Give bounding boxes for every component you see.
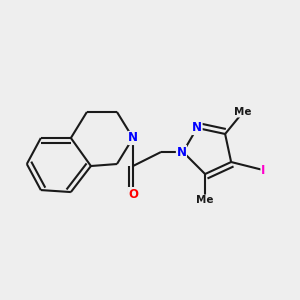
- Text: I: I: [261, 164, 266, 176]
- Text: Me: Me: [234, 107, 252, 117]
- Text: N: N: [128, 131, 138, 145]
- Text: N: N: [176, 146, 186, 158]
- Text: Me: Me: [196, 195, 214, 205]
- Text: N: N: [192, 122, 202, 134]
- Text: O: O: [128, 188, 138, 201]
